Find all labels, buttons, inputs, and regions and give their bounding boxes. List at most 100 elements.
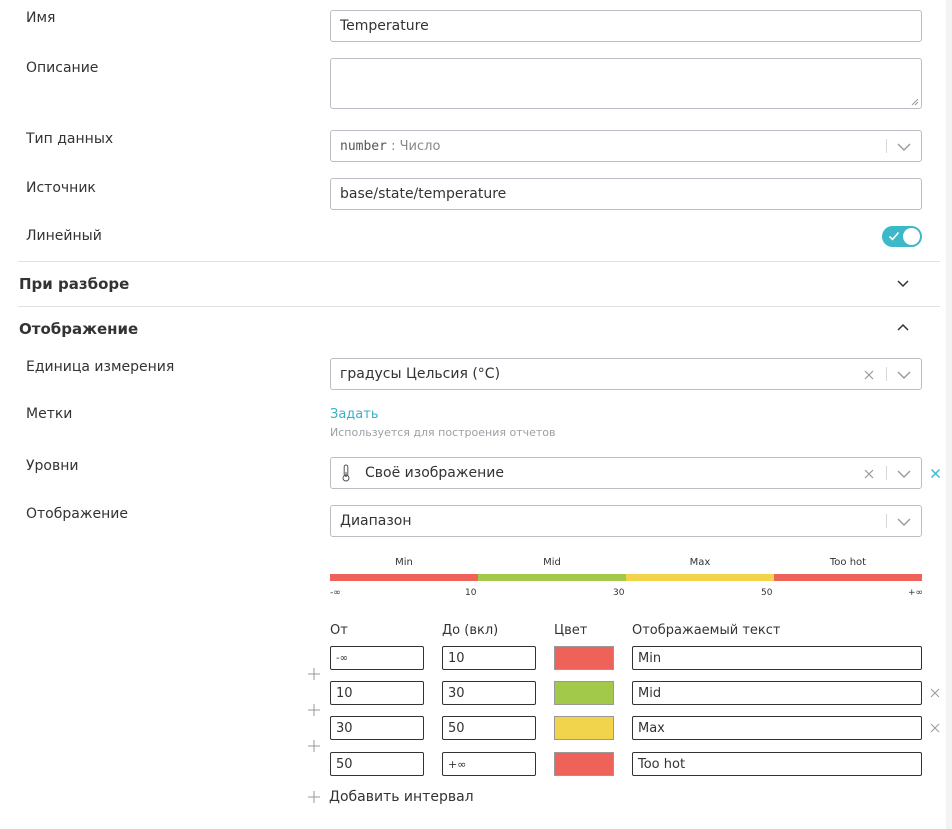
range-segment: [330, 574, 478, 581]
mode-select[interactable]: Диапазон: [330, 505, 922, 537]
datatype-separator: :: [386, 138, 400, 154]
mode-label: Отображение: [26, 506, 128, 522]
tags-label: Метки: [26, 406, 73, 422]
interval-to-value: 10: [448, 650, 465, 666]
interval-from-value: 50: [336, 756, 353, 772]
insert-interval-icon[interactable]: [308, 704, 320, 716]
interval-text-input[interactable]: Too hot: [632, 752, 922, 776]
datatype-code: number: [340, 138, 387, 154]
datatype-text: Число: [399, 138, 441, 154]
unit-select-value: градусы Цельсия (°C): [340, 366, 501, 382]
range-segment-label: Max: [689, 557, 711, 568]
thermometer-icon: [342, 464, 350, 482]
range-tick: +∞: [908, 588, 924, 598]
add-interval-label: Добавить интервал: [329, 789, 474, 805]
range-tick: 50: [761, 588, 773, 598]
select-separator: [886, 514, 887, 528]
interval-text-value: Min: [638, 650, 662, 666]
linear-toggle[interactable]: [882, 226, 922, 247]
add-interval-button[interactable]: Добавить интервал: [308, 789, 474, 805]
interval-from-value: -∞: [336, 652, 348, 664]
range-segment: [774, 574, 922, 581]
column-header-text: Отображаемый текст: [632, 623, 781, 638]
clear-icon[interactable]: [863, 468, 875, 480]
chevron-down-icon[interactable]: [896, 370, 912, 380]
source-label: Источник: [26, 180, 96, 196]
interval-text-value: Max: [638, 720, 665, 736]
chevron-down-icon[interactable]: [896, 469, 912, 479]
unit-label: Единица измерения: [26, 359, 175, 375]
interval-to-input[interactable]: 50: [442, 716, 536, 740]
interval-from-input[interactable]: 10: [330, 681, 424, 705]
insert-interval-icon[interactable]: [308, 668, 320, 680]
clear-icon[interactable]: [863, 369, 875, 381]
section-parsing-header[interactable]: При разборе: [19, 275, 130, 293]
column-header-to: До (вкл): [442, 623, 499, 638]
interval-to-value: 30: [448, 685, 465, 701]
interval-text-input[interactable]: Mid: [632, 681, 922, 705]
interval-to-input[interactable]: 10: [442, 646, 536, 670]
select-separator: [886, 466, 887, 480]
interval-color-swatch[interactable]: [554, 716, 614, 740]
mode-select-value: Диапазон: [340, 513, 412, 529]
range-segment-label: Mid: [543, 557, 561, 568]
insert-interval-icon[interactable]: [308, 740, 320, 752]
interval-from-value: 30: [336, 720, 353, 736]
interval-color-swatch[interactable]: [554, 752, 614, 776]
select-separator: [886, 367, 887, 381]
resize-handle-icon[interactable]: [911, 98, 919, 106]
interval-from-input[interactable]: 30: [330, 716, 424, 740]
source-input-value: base/state/temperature: [340, 186, 507, 202]
delete-interval-icon[interactable]: [930, 723, 940, 733]
check-icon: [888, 231, 900, 241]
name-label: Имя: [26, 10, 56, 26]
divider: [18, 306, 940, 307]
interval-color-swatch[interactable]: [554, 681, 614, 705]
chevron-down-icon[interactable]: [896, 517, 912, 527]
section-display-header[interactable]: Отображение: [19, 320, 139, 338]
levels-select-value: Своё изображение: [365, 465, 504, 481]
levels-label: Уровни: [26, 458, 79, 474]
toggle-knob: [903, 228, 920, 245]
scrollbar-track[interactable]: [946, 0, 952, 829]
plus-icon: [308, 791, 320, 803]
interval-to-value: 50: [448, 720, 465, 736]
chevron-down-icon[interactable]: [895, 279, 911, 289]
chevron-up-icon[interactable]: [895, 322, 911, 332]
name-input-value: Temperature: [340, 18, 429, 34]
interval-text-value: Mid: [638, 685, 662, 701]
interval-to-input[interactable]: +∞: [442, 752, 536, 776]
tags-set-link[interactable]: Задать: [330, 407, 379, 422]
unit-select[interactable]: градусы Цельсия (°C): [330, 358, 922, 390]
datatype-select[interactable]: number : Число: [330, 130, 922, 162]
range-segment: [626, 574, 774, 581]
interval-from-input[interactable]: -∞: [330, 646, 424, 670]
column-header-from: От: [330, 623, 348, 638]
interval-text-input[interactable]: Min: [632, 646, 922, 670]
source-input[interactable]: base/state/temperature: [330, 178, 922, 210]
linear-label: Линейный: [26, 228, 102, 244]
column-header-color: Цвет: [554, 623, 588, 638]
range-segment: [478, 574, 626, 581]
tags-hint: Используется для построения отчетов: [330, 426, 556, 439]
range-tick: 30: [613, 588, 625, 598]
description-label: Описание: [26, 60, 99, 76]
interval-color-swatch[interactable]: [554, 646, 614, 670]
chevron-down-icon[interactable]: [896, 142, 912, 152]
levels-select[interactable]: Своё изображение: [330, 457, 922, 489]
range-tick: -∞: [330, 588, 341, 598]
interval-to-input[interactable]: 30: [442, 681, 536, 705]
interval-text-input[interactable]: Max: [632, 716, 922, 740]
interval-from-input[interactable]: 50: [330, 752, 424, 776]
interval-text-value: Too hot: [638, 756, 686, 772]
datatype-label: Тип данных: [26, 131, 114, 147]
range-segment-label: Min: [395, 557, 413, 568]
interval-to-value: +∞: [448, 757, 467, 771]
delete-interval-icon[interactable]: [930, 688, 940, 698]
description-textarea[interactable]: [330, 58, 922, 109]
range-segment-label: Too hot: [829, 557, 867, 568]
name-input[interactable]: Temperature: [330, 10, 922, 42]
range-tick: 10: [465, 588, 477, 598]
remove-levels-icon[interactable]: [930, 468, 941, 479]
